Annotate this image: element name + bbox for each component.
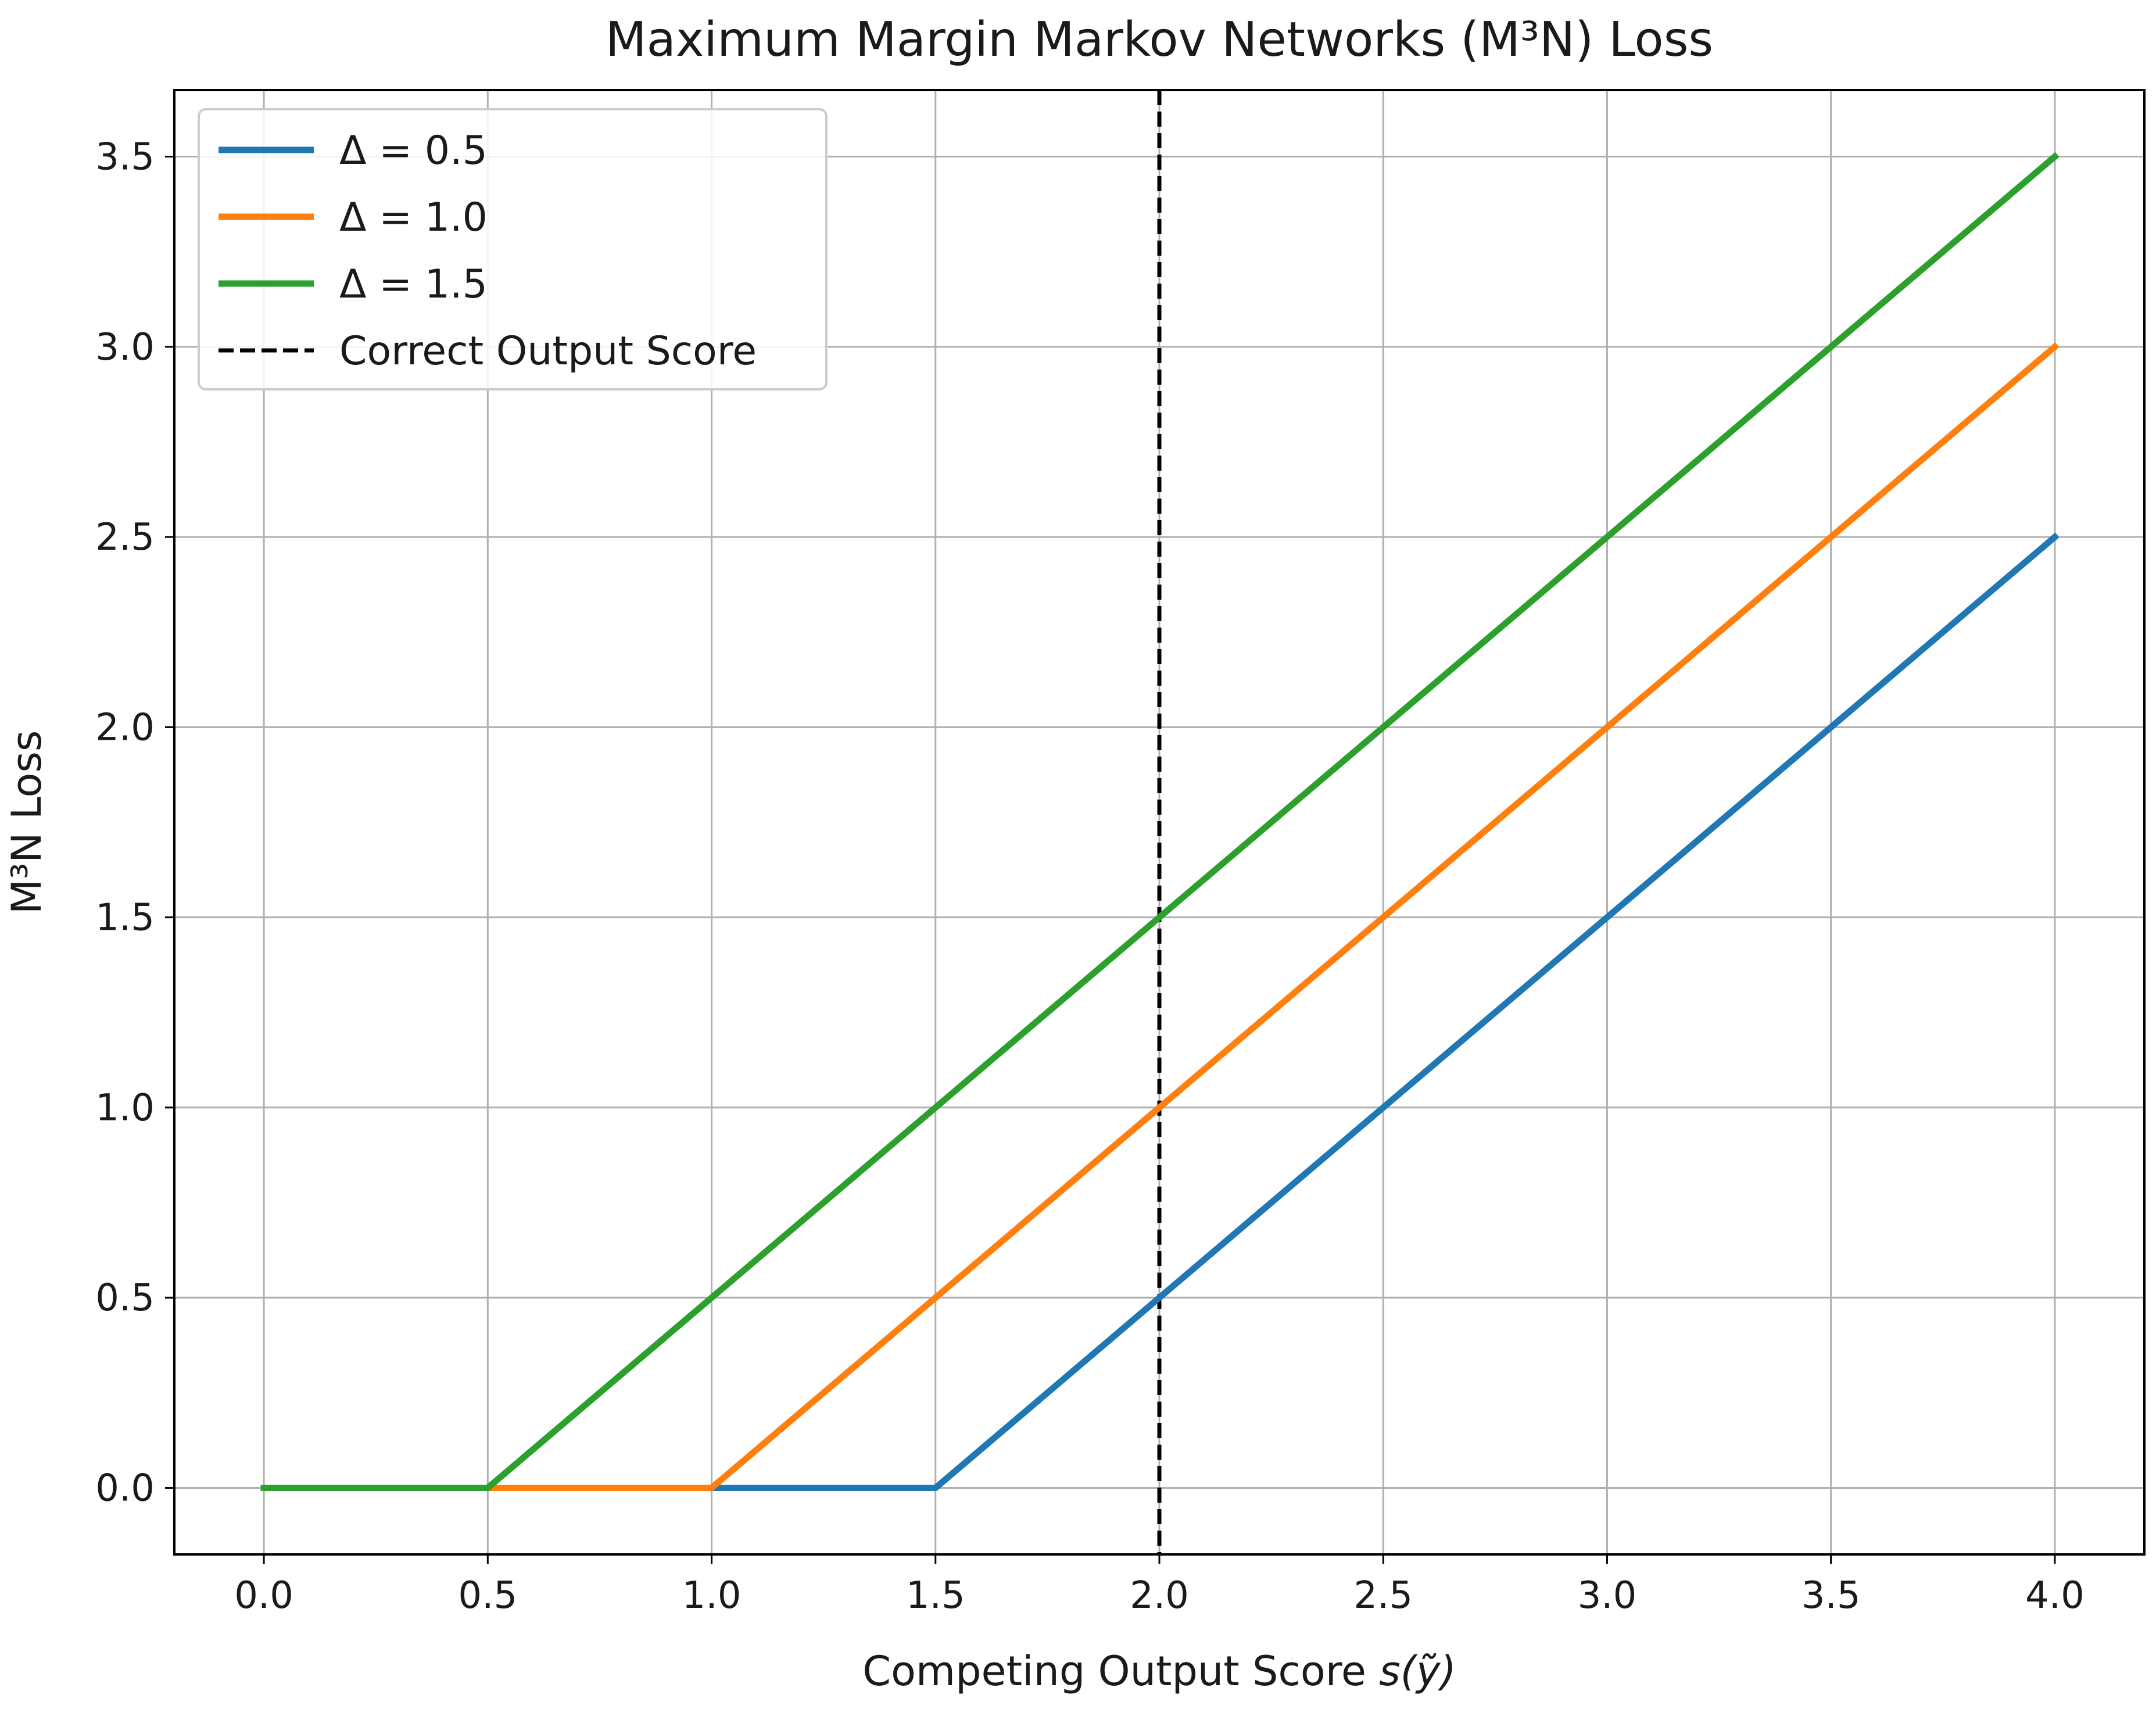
x-axis-label-math: s(ỹ) — [1379, 1647, 1456, 1695]
legend-box — [198, 108, 828, 390]
x-tick-label: 2.5 — [1353, 1574, 1413, 1617]
x-tick-label: 0.0 — [234, 1574, 293, 1617]
y-tick-label: 1.5 — [95, 897, 155, 940]
series-layer — [260, 152, 2060, 1491]
legend-label-4: Correct Output Score — [339, 328, 757, 374]
x-tick-label: 2.0 — [1130, 1574, 1189, 1617]
x-tick-label: 1.0 — [682, 1574, 742, 1617]
series-line-3 — [260, 152, 2060, 1491]
chart-title: Maximum Margin Markov Networks (M³N) Los… — [606, 12, 1713, 67]
y-tick-label: 2.0 — [95, 706, 155, 749]
x-tick-label: 4.0 — [2025, 1574, 2085, 1617]
x-tick-label: 0.5 — [458, 1574, 517, 1617]
y-axis-label: M³N Loss — [3, 730, 51, 915]
y-tick-label: 0.0 — [95, 1467, 155, 1510]
x-axis-label: Competing Output Score s(ỹ) — [862, 1647, 1456, 1695]
y-tick-label: 1.0 — [95, 1087, 155, 1130]
x-tick-label: 3.0 — [1578, 1574, 1637, 1617]
y-tick-label: 2.5 — [95, 516, 155, 559]
x-axis-label-text: Competing Output Score — [862, 1647, 1379, 1695]
y-tick-label: 0.5 — [95, 1277, 155, 1320]
ticks-layer: 0.0 0.5 1.0 1.5 2.0 2.5 3.0 3.5 4.0 0.0 0.5 1.0 1.5 2… — [95, 136, 2085, 1617]
legend: Δ = 0.5 Δ = 1.0 Δ = 1.5 Correct Output Scor… — [198, 108, 828, 390]
series-line-2 — [260, 342, 2060, 1491]
legend-label-2: Δ = 1.0 — [339, 195, 488, 241]
y-tick-label: 3.0 — [95, 326, 155, 369]
y-tick-label: 3.5 — [95, 136, 155, 179]
legend-label-1: Δ = 0.5 — [339, 128, 488, 174]
x-tick-label: 1.5 — [906, 1574, 965, 1617]
x-tick-label: 3.5 — [1802, 1574, 1861, 1617]
legend-label-3: Δ = 1.5 — [339, 261, 488, 307]
